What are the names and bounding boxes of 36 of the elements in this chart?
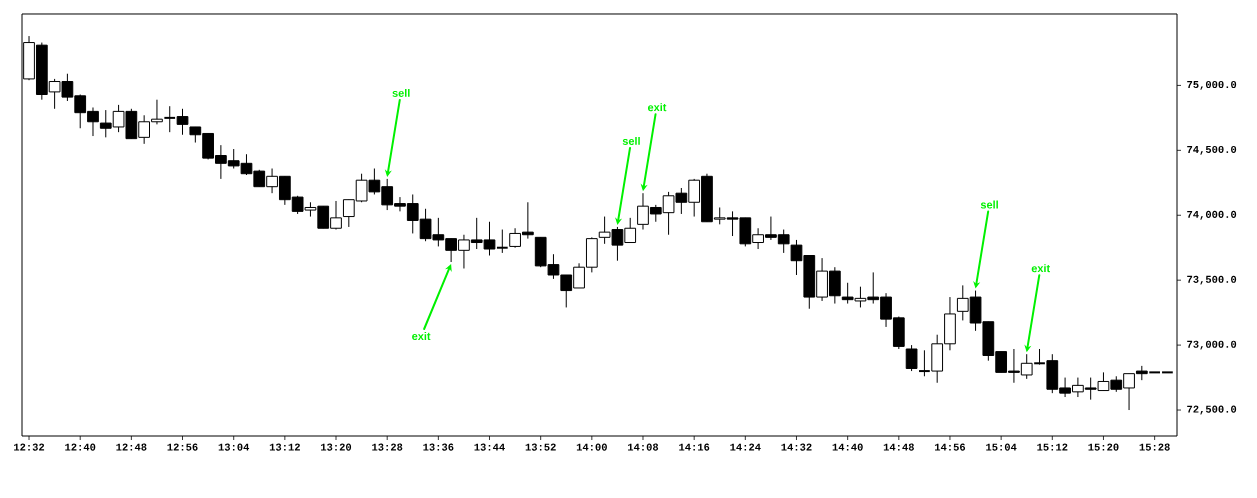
x-tick-label: 13:12 bbox=[269, 443, 300, 451]
x-tick-label: 13:28 bbox=[372, 443, 403, 451]
x-tick-label: 14:32 bbox=[781, 443, 812, 451]
x-tick-label: 14:24 bbox=[730, 443, 761, 451]
x-tick-label: 14:08 bbox=[627, 443, 659, 451]
x-tick-label: 14:16 bbox=[679, 443, 710, 451]
annotation: sell bbox=[392, 88, 410, 97]
x-tick-label: 12:48 bbox=[116, 443, 147, 451]
x-tick-label: 15:28 bbox=[1139, 443, 1170, 451]
x-tick-label: 14:48 bbox=[883, 443, 914, 451]
x-tick-label: 14:00 bbox=[576, 443, 607, 451]
y-tick-label: 73,500.0 bbox=[1187, 275, 1237, 285]
annotation: exit bbox=[412, 331, 431, 341]
x-tick-label: 12:56 bbox=[167, 443, 198, 451]
x-tick-label: 12:40 bbox=[65, 443, 96, 451]
x-tick-label: 15:04 bbox=[986, 443, 1017, 451]
x-tick-label: 15:12 bbox=[1037, 443, 1068, 451]
annotation: exit bbox=[647, 103, 667, 112]
annotation: sell bbox=[622, 136, 640, 145]
y-tick-label: 74,000.0 bbox=[1187, 210, 1237, 220]
annotation: exit bbox=[1031, 264, 1051, 273]
x-tick-label: 13:04 bbox=[218, 443, 250, 451]
x-tick-label: 13:20 bbox=[321, 443, 352, 451]
annotation: sell bbox=[980, 200, 998, 209]
x-tick-label: 14:40 bbox=[832, 443, 863, 451]
x-tick-label: 13:52 bbox=[525, 443, 556, 451]
candlestick bbox=[905, 344, 918, 372]
y-tick-label: 74,500.0 bbox=[1187, 145, 1237, 155]
y-tick-label: 72,500.0 bbox=[1187, 405, 1237, 415]
x-tick-label: 15:20 bbox=[1088, 443, 1119, 451]
x-tick-label: 13:44 bbox=[474, 443, 505, 451]
x-tick-label: 13:36 bbox=[423, 443, 454, 451]
x-tick-label: 12:32 bbox=[14, 443, 45, 451]
x-tick-label: 14:56 bbox=[934, 443, 966, 451]
y-tick-label: 75,000.0 bbox=[1187, 80, 1237, 90]
y-tick-label: 73,000.0 bbox=[1187, 340, 1237, 350]
